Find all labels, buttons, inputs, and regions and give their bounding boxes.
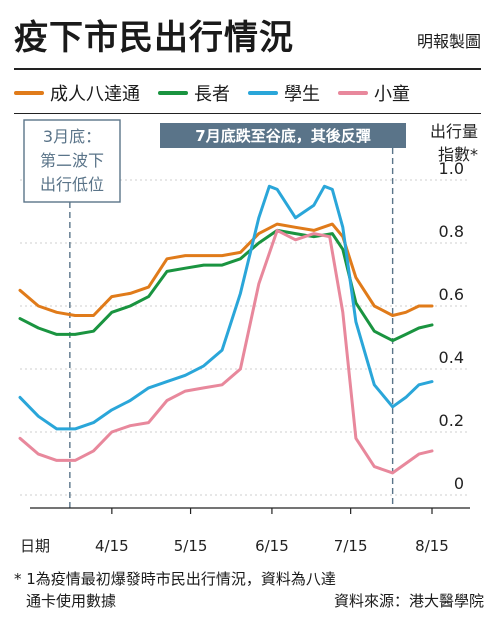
legend-rule <box>14 113 481 114</box>
annotation-text-march-3: 出行低位 <box>40 175 104 194</box>
axis-layer: 日期 出行量 指數* 4/15 5/15 6/15 7/15 8/15 <box>20 122 478 555</box>
chart-title: 疫下市民出行情況 <box>14 18 294 58</box>
series-line-1 <box>18 228 434 343</box>
x-tick-label-1: 5/15 <box>174 537 208 555</box>
legend-item-elderly: 長者 <box>158 80 230 106</box>
data-source-credit: 資料來源：港大醫學院 <box>333 592 484 610</box>
legend-label-adult: 成人八達通 <box>50 84 140 105</box>
y-tick-label-1: 0.2 <box>439 411 464 430</box>
annotation-text-july: 7月底跌至谷底，其後反彈 <box>195 127 370 145</box>
footnote-note-2: 通卡使用數據 <box>26 592 117 610</box>
title-rule <box>14 68 481 70</box>
x-axis-label: 日期 <box>20 537 50 555</box>
y-tick-label-5: 1.0 <box>439 159 464 178</box>
y-tick-label-3: 0.6 <box>439 285 464 304</box>
annotation-text-march-2: 第二波下 <box>40 151 104 170</box>
y-tick-label-0: 0 <box>454 474 464 493</box>
series-line-0 <box>18 222 434 317</box>
annotation-layer: 3月底： 第二波下 出行低位 7月底跌至谷底，其後反彈 <box>23 119 406 508</box>
x-tick-label-2: 6/15 <box>255 537 289 555</box>
y-tick-label-4: 0.8 <box>439 222 464 241</box>
legend-label-elderly: 長者 <box>194 84 230 105</box>
legend-label-student: 學生 <box>284 84 320 105</box>
legend-swatch-child <box>338 91 368 95</box>
legend-swatch-student <box>248 91 278 95</box>
series-line-3 <box>18 228 434 475</box>
legend-item-student: 學生 <box>248 80 320 106</box>
legend-label-child: 小童 <box>374 84 410 105</box>
y-axis-label-1: 出行量 <box>430 122 478 141</box>
legend-item-adult: 成人八達通 <box>14 80 140 106</box>
graphic-credit: 明報製圖 <box>416 32 481 51</box>
y-tick-label-2: 0.4 <box>439 348 464 367</box>
annotation-box-july <box>160 123 406 148</box>
legend-item-child: 小童 <box>338 80 410 106</box>
x-tick-label-4: 8/15 <box>415 537 449 555</box>
footnote-note-1: * 1為疫情最初爆發時市民出行情況，資料為八達 <box>14 570 336 588</box>
x-tick-label-0: 4/15 <box>95 537 129 555</box>
series-layer <box>18 184 434 475</box>
x-tick-label-3: 7/15 <box>334 537 368 555</box>
chart-legend: 成人八達通 長者 學生 小童 <box>14 80 484 106</box>
footnote: * 1為疫情最初爆發時市民出行情況，資料為八達 通卡使用數據 資料來源：港大醫學… <box>14 568 484 612</box>
legend-swatch-adult <box>14 91 44 95</box>
legend-swatch-elderly <box>158 91 188 95</box>
y-axis-label-2: 指數* <box>438 145 478 164</box>
annotation-text-march-1: 3月底： <box>43 127 101 146</box>
series-line-2 <box>18 184 434 431</box>
grid-layer: 0 0.2 0.4 0.6 0.8 1.0 <box>20 159 470 496</box>
annotation-box-march <box>23 119 121 203</box>
